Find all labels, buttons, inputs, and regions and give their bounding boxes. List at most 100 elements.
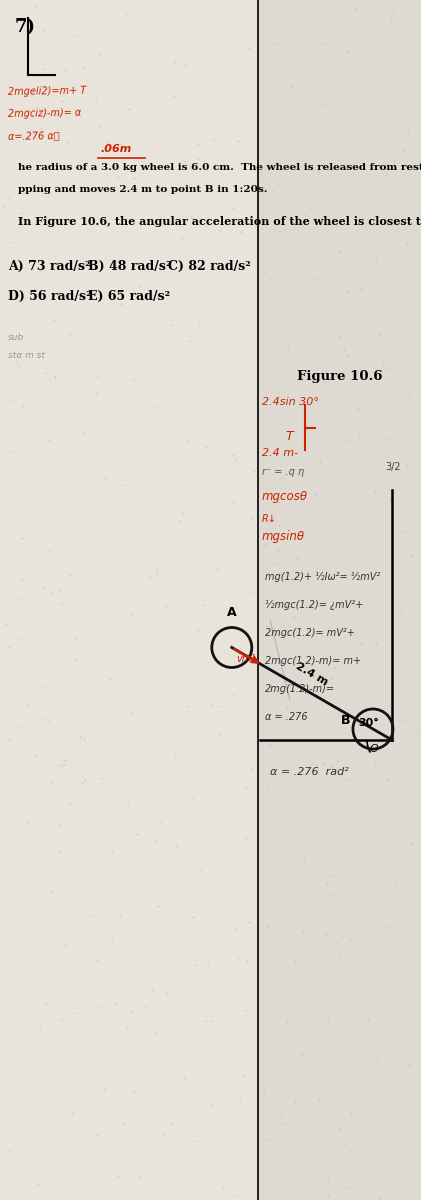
Point	[154, 397, 161, 416]
Point	[19, 528, 25, 547]
Text: he radius of a 3.0 kg wheel is 6.0 cm.  The wheel is released from rest at point: he radius of a 3.0 kg wheel is 6.0 cm. T…	[18, 163, 421, 172]
Text: In Figure 10.6, the angular acceleration of the wheel is closest to:: In Figure 10.6, the angular acceleration…	[18, 216, 421, 227]
Point	[346, 1177, 352, 1196]
Point	[276, 654, 283, 673]
Point	[344, 41, 351, 60]
Point	[322, 925, 329, 944]
Point	[263, 1129, 269, 1148]
Point	[290, 137, 296, 156]
Point	[279, 1114, 285, 1133]
Text: A) 73 rad/s²: A) 73 rad/s²	[8, 260, 91, 272]
Point	[134, 824, 141, 844]
Point	[188, 208, 195, 227]
Point	[81, 730, 88, 749]
Point	[392, 872, 398, 892]
Point	[264, 780, 271, 799]
Point	[284, 336, 291, 355]
Point	[362, 528, 369, 547]
Point	[399, 712, 406, 731]
Point	[6, 442, 13, 461]
Point	[35, 1175, 41, 1194]
Point	[117, 906, 123, 925]
Point	[335, 241, 342, 260]
Point	[32, 0, 39, 16]
Point	[391, 833, 398, 852]
Text: vm³: vm³	[237, 654, 256, 665]
Text: 2.4sin 30°: 2.4sin 30°	[262, 397, 319, 407]
Point	[249, 508, 256, 527]
Point	[168, 1114, 174, 1133]
Point	[200, 596, 206, 616]
Point	[67, 794, 73, 814]
Point	[153, 564, 160, 583]
Point	[299, 923, 306, 942]
Point	[261, 1084, 267, 1103]
Point	[377, 324, 384, 343]
Point	[365, 1010, 372, 1030]
Point	[181, 152, 188, 172]
Point	[40, 20, 46, 40]
Point	[387, 491, 394, 510]
Point	[195, 134, 202, 154]
Point	[107, 670, 114, 689]
Point	[25, 694, 32, 713]
Point	[215, 696, 222, 715]
Text: T: T	[285, 430, 293, 443]
Point	[79, 424, 86, 443]
Point	[183, 430, 190, 449]
Point	[356, 427, 362, 446]
Text: 2mgc(1.2)= mV²+: 2mgc(1.2)= mV²+	[265, 628, 355, 638]
Point	[14, 718, 21, 737]
Point	[157, 814, 164, 833]
Point	[398, 600, 405, 619]
Point	[384, 769, 391, 788]
Point	[61, 755, 67, 774]
Point	[41, 364, 48, 383]
Text: ½mgc(1.2)= ¿mV²+: ½mgc(1.2)= ¿mV²+	[265, 600, 363, 610]
Point	[181, 56, 188, 76]
Point	[322, 34, 328, 53]
Point	[282, 995, 289, 1014]
Point	[104, 133, 111, 152]
Point	[21, 180, 28, 199]
Point	[205, 952, 211, 971]
Point	[119, 475, 126, 494]
Point	[109, 842, 116, 862]
Point	[171, 86, 177, 106]
Point	[143, 996, 149, 1015]
Point	[5, 638, 12, 658]
Point	[117, 134, 124, 154]
Text: 2.4 m-: 2.4 m-	[262, 448, 298, 458]
Point	[181, 155, 187, 174]
Point	[189, 790, 195, 809]
Point	[303, 931, 309, 950]
Point	[374, 1051, 381, 1070]
Point	[276, 175, 282, 194]
Point	[382, 164, 389, 184]
Point	[230, 493, 237, 512]
Point	[70, 1003, 77, 1022]
Point	[131, 1082, 137, 1102]
Point	[172, 748, 179, 767]
Point	[405, 384, 412, 403]
Point	[40, 59, 47, 78]
Text: 2mgciz)-m)= α: 2mgciz)-m)= α	[8, 108, 82, 119]
Point	[241, 828, 248, 847]
Point	[232, 919, 239, 938]
Point	[270, 34, 277, 53]
Text: sub: sub	[8, 332, 24, 342]
Point	[230, 1184, 237, 1200]
Point	[339, 926, 346, 946]
Point	[237, 1091, 244, 1110]
Point	[373, 632, 379, 652]
Point	[184, 696, 191, 715]
Text: α = .276  rad²: α = .276 rad²	[270, 767, 349, 778]
Point	[326, 884, 333, 904]
Point	[408, 546, 414, 565]
Point	[123, 1019, 130, 1038]
Point	[328, 758, 334, 778]
Point	[95, 367, 102, 386]
Point	[334, 751, 341, 770]
Point	[169, 316, 176, 335]
Point	[203, 437, 209, 456]
